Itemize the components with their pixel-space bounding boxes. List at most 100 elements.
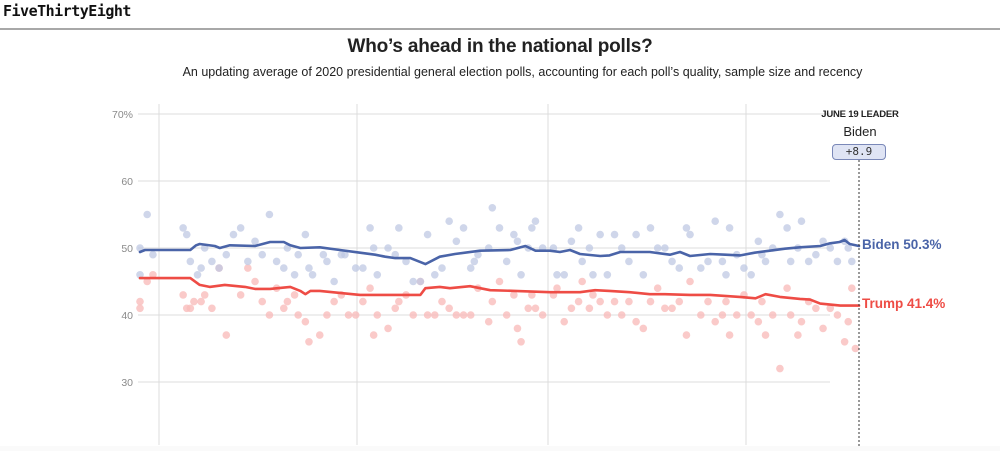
biden-poll-dot — [517, 271, 525, 279]
trump-poll-dot — [682, 331, 691, 339]
biden-poll-dot — [143, 210, 151, 219]
biden-poll-dot — [459, 224, 468, 232]
biden-poll-dot — [197, 264, 205, 272]
trump-poll-dot — [686, 277, 694, 286]
trump-poll-dot — [725, 331, 734, 339]
trump-poll-dot — [531, 304, 540, 313]
trump-poll-dot — [149, 271, 157, 279]
biden-poll-dot — [725, 224, 734, 232]
trump-poll-dot — [718, 311, 727, 319]
biden-poll-dot — [560, 271, 569, 279]
trump-poll-dot — [653, 284, 662, 293]
leader-margin-badge: +8.9 — [832, 144, 886, 160]
biden-poll-dot — [510, 230, 518, 239]
trump-poll-dot — [395, 297, 403, 306]
trump-poll-dot — [797, 317, 806, 326]
biden-poll-dot — [229, 230, 238, 239]
trump-poll-dot — [553, 284, 561, 293]
biden-poll-dot — [528, 224, 536, 232]
trump-poll-dot — [384, 324, 392, 333]
brand-logo[interactable]: FiveThirtyEight — [3, 2, 131, 20]
trump-poll-dot — [502, 311, 511, 319]
biden-poll-dot — [632, 230, 640, 239]
trump-poll-dot — [786, 311, 795, 319]
y-tick-label-30: 30 — [121, 377, 133, 389]
y-gridlines — [138, 113, 830, 383]
biden-poll-dot — [668, 257, 676, 266]
biden-poll-dot — [149, 250, 157, 259]
biden-poll-dot — [182, 230, 191, 239]
trump-poll-dot — [747, 311, 755, 319]
chart-title: Who’s ahead in the national polls? — [347, 36, 653, 57]
trump-poll-dot — [236, 291, 245, 299]
bottom-edge — [0, 446, 1000, 451]
trump-poll-dot — [603, 311, 612, 319]
trump-poll-dot — [179, 291, 187, 299]
trump-poll-dot — [359, 297, 367, 306]
trump-poll-dot — [578, 277, 586, 286]
biden-poll-dot — [589, 271, 597, 279]
trump-poll-dot — [315, 331, 324, 339]
biden-poll-dot — [797, 217, 806, 225]
biden-poll-dot — [305, 264, 313, 272]
biden-poll-dot — [369, 244, 378, 252]
trump-poll-dot — [136, 297, 144, 306]
biden-poll-dot — [409, 277, 418, 286]
trump-poll-dot — [391, 304, 400, 313]
trump-poll-dot — [844, 317, 853, 326]
biden-poll-dot — [402, 257, 410, 266]
biden-poll-dot — [819, 237, 827, 246]
trump-poll-dot — [459, 311, 468, 319]
biden-poll-dot — [761, 257, 770, 266]
biden-poll-dot — [215, 264, 223, 272]
y-tick-labels: 70% 60 50 40 30 — [112, 109, 133, 389]
biden-poll-dot — [351, 264, 360, 272]
trump-poll-dot — [646, 297, 655, 306]
biden-poll-dot — [470, 257, 479, 266]
y-tick-label-70: 70% — [112, 109, 133, 121]
trump-poll-dot — [366, 284, 374, 293]
biden-poll-dot — [308, 271, 317, 279]
trump-poll-dot — [136, 304, 144, 313]
trump-poll-dot — [280, 304, 288, 313]
trump-poll-dot — [423, 311, 432, 319]
biden-poll-dot — [804, 257, 813, 266]
biden-poll-dot — [395, 224, 403, 232]
biden-poll-dot — [179, 224, 187, 232]
trump-poll-dot — [510, 291, 518, 299]
biden-poll-dot — [272, 257, 281, 266]
biden-poll-dot — [258, 250, 267, 259]
biden-poll-dot — [474, 250, 482, 259]
trump-poll-dot — [768, 311, 777, 319]
biden-poll-dot — [844, 244, 853, 252]
trump-poll-dot — [244, 264, 252, 272]
trump-poll-dot — [369, 331, 378, 339]
biden-poll-dot — [222, 250, 231, 259]
biden-poll-dot — [682, 224, 691, 232]
trump-poll-dot — [208, 304, 216, 313]
trump-poll-dot — [704, 297, 712, 306]
biden-poll-dot — [826, 244, 835, 252]
biden-poll-dot — [445, 217, 453, 225]
biden-poll-dot — [319, 250, 328, 259]
biden-poll-dot — [301, 230, 310, 239]
biden-poll-dot — [625, 257, 633, 266]
trump-poll-dot — [409, 311, 418, 319]
trump-poll-dot — [851, 344, 860, 353]
trump-poll-dot — [639, 324, 648, 333]
biden-poll-dot — [323, 257, 331, 266]
biden-poll-dot — [675, 264, 684, 272]
trump-poll-dot — [200, 291, 209, 299]
trump-poll-dot — [301, 317, 310, 326]
biden-poll-dot — [617, 244, 626, 252]
trump-poll-dot — [524, 304, 533, 313]
trump-poll-dot — [625, 297, 633, 306]
biden-poll-dot — [373, 271, 382, 279]
y-tick-label-60: 60 — [121, 176, 133, 188]
trump-poll-dot — [452, 311, 461, 319]
biden-poll-dot — [208, 257, 216, 266]
biden-poll-dot — [502, 257, 511, 266]
biden-poll-dot — [786, 257, 795, 266]
trump-poll-dot — [754, 317, 763, 326]
biden-poll-dot — [466, 264, 475, 272]
